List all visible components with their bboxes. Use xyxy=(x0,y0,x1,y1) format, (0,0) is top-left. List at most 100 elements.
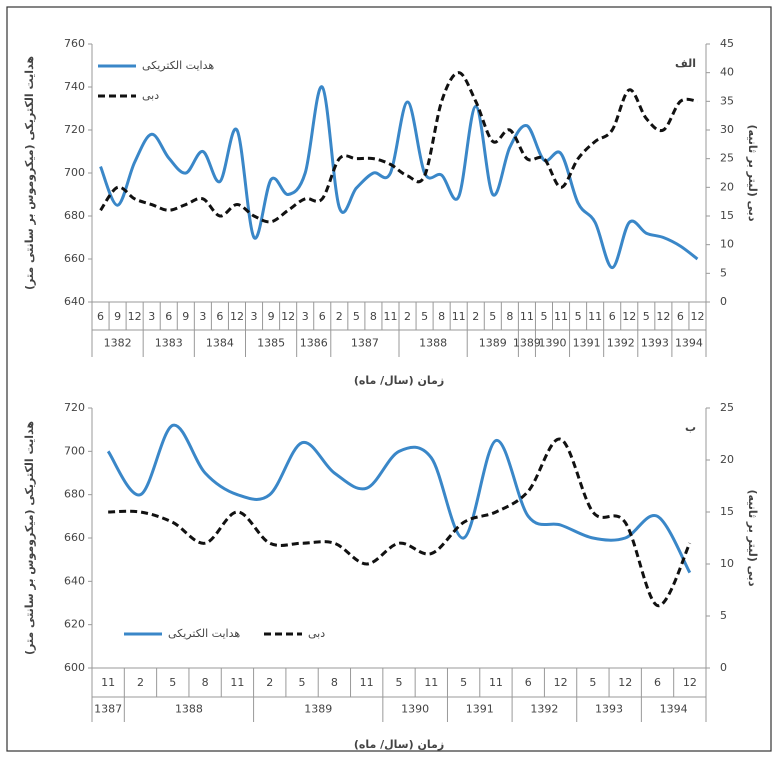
x-tick-label: 8 xyxy=(331,676,338,689)
x-tick-label: 12 xyxy=(656,310,670,323)
x-group-label: 1393 xyxy=(595,703,623,716)
x-group-label: 1384 xyxy=(206,337,234,350)
series-line xyxy=(108,437,692,608)
y-tick-label: 760 xyxy=(64,37,85,50)
x-group-label: 1388 xyxy=(419,337,447,350)
x-group-label: 1388 xyxy=(175,703,203,716)
y2-tick-label: 35 xyxy=(720,94,734,107)
x-tick-label: 6 xyxy=(97,310,104,323)
x-tick-label: 3 xyxy=(251,310,258,323)
y2-tick-label: 5 xyxy=(720,266,727,279)
x-tick-label: 11 xyxy=(588,310,602,323)
y2-tick-label: 15 xyxy=(720,209,734,222)
series-line xyxy=(99,85,699,270)
x-tick-label: 5 xyxy=(460,676,467,689)
x-tick-label: 5 xyxy=(169,676,176,689)
y-tick-label: 660 xyxy=(64,531,85,544)
x-tick-label: 11 xyxy=(360,676,374,689)
y-axis-title: هدایت الکتریکی (میکروموس بر سانتی متر) xyxy=(23,421,36,655)
legend-label: هدایت الکتریکی xyxy=(142,59,214,72)
x-tick-label: 5 xyxy=(396,676,403,689)
x-tick-label: 5 xyxy=(421,310,428,323)
y2-tick-label: 25 xyxy=(720,152,734,165)
y-axis-title: هدایت الکتریکی (میکروموس بر سانتی متر) xyxy=(23,56,36,290)
x-tick-label: 6 xyxy=(525,676,532,689)
x-group-label: 1393 xyxy=(641,337,669,350)
x-tick-label: 8 xyxy=(438,310,445,323)
x-tick-label: 12 xyxy=(690,310,704,323)
y2-tick-label: 45 xyxy=(720,37,734,50)
x-group-label: 1390 xyxy=(539,337,567,350)
x-tick-label: 11 xyxy=(383,310,397,323)
x-tick-label: 12 xyxy=(618,676,632,689)
x-group-label: 1385 xyxy=(257,337,285,350)
x-tick-label: 3 xyxy=(302,310,309,323)
y2-tick-label: 25 xyxy=(720,401,734,414)
x-axis-title: زمان (سال/ ماه) xyxy=(354,738,444,751)
x-tick-label: 6 xyxy=(319,310,326,323)
x-tick-label: 8 xyxy=(202,676,209,689)
series-line xyxy=(106,423,692,574)
x-group-label: 1389 xyxy=(304,703,332,716)
y-tick-label: 700 xyxy=(64,444,85,457)
y2-tick-label: 20 xyxy=(720,453,734,466)
x-group-label: 1392 xyxy=(530,703,558,716)
x-tick-label: 12 xyxy=(281,310,295,323)
x-tick-label: 11 xyxy=(554,310,568,323)
y2-axis-title: دبی (لیتر بر ثانیه) xyxy=(746,125,759,222)
x-group-label: 1383 xyxy=(155,337,183,350)
y-tick-label: 640 xyxy=(64,295,85,308)
x-tick-label: 5 xyxy=(575,310,582,323)
x-tick-label: 6 xyxy=(216,310,223,323)
x-tick-label: 6 xyxy=(609,310,616,323)
series-line xyxy=(99,71,698,224)
x-group-label: 1387 xyxy=(94,703,122,716)
x-tick-label: 6 xyxy=(677,310,684,323)
x-group-label: 1389 xyxy=(513,337,541,350)
panel-label: ب xyxy=(685,421,696,434)
x-tick-label: 5 xyxy=(299,676,306,689)
x-tick-label: 12 xyxy=(683,676,697,689)
x-tick-label: 3 xyxy=(148,310,155,323)
x-tick-label: 2 xyxy=(472,310,479,323)
y-tick-label: 740 xyxy=(64,80,85,93)
x-tick-label: 12 xyxy=(128,310,142,323)
x-tick-label: 2 xyxy=(404,310,411,323)
x-tick-label: 6 xyxy=(165,310,172,323)
x-tick-label: 5 xyxy=(643,310,650,323)
x-tick-label: 2 xyxy=(266,676,273,689)
x-tick-label: 11 xyxy=(230,676,244,689)
y2-tick-label: 5 xyxy=(720,609,727,622)
x-group-label: 1394 xyxy=(660,703,688,716)
x-tick-label: 11 xyxy=(452,310,466,323)
x-group-label: 1392 xyxy=(607,337,635,350)
x-tick-label: 3 xyxy=(199,310,206,323)
frame xyxy=(6,6,772,752)
x-tick-label: 9 xyxy=(114,310,121,323)
x-group-label: 1390 xyxy=(401,703,429,716)
y-tick-label: 700 xyxy=(64,166,85,179)
x-tick-label: 11 xyxy=(101,676,115,689)
x-tick-label: 2 xyxy=(137,676,144,689)
y2-tick-label: 10 xyxy=(720,557,734,570)
y-tick-label: 660 xyxy=(64,252,85,265)
x-group-label: 1391 xyxy=(573,337,601,350)
x-group-label: 1382 xyxy=(104,337,132,350)
legend-label: دبی xyxy=(308,627,325,640)
x-group-label: 1394 xyxy=(675,337,703,350)
y2-axis-title: دبی (لیتر بر ثانیه) xyxy=(746,490,759,587)
x-tick-label: 2 xyxy=(336,310,343,323)
y-tick-label: 680 xyxy=(64,488,85,501)
legend-label: دبی xyxy=(142,89,159,102)
x-group-label: 1387 xyxy=(351,337,379,350)
x-tick-label: 6 xyxy=(654,676,661,689)
y-tick-label: 600 xyxy=(64,661,85,674)
y2-tick-label: 0 xyxy=(720,295,727,308)
x-axis-title: زمان (سال/ ماه) xyxy=(354,374,444,387)
y2-tick-label: 15 xyxy=(720,505,734,518)
x-tick-label: 5 xyxy=(589,676,596,689)
y2-tick-label: 0 xyxy=(720,661,727,674)
panel-label: الف xyxy=(675,57,696,70)
x-tick-label: 8 xyxy=(370,310,377,323)
